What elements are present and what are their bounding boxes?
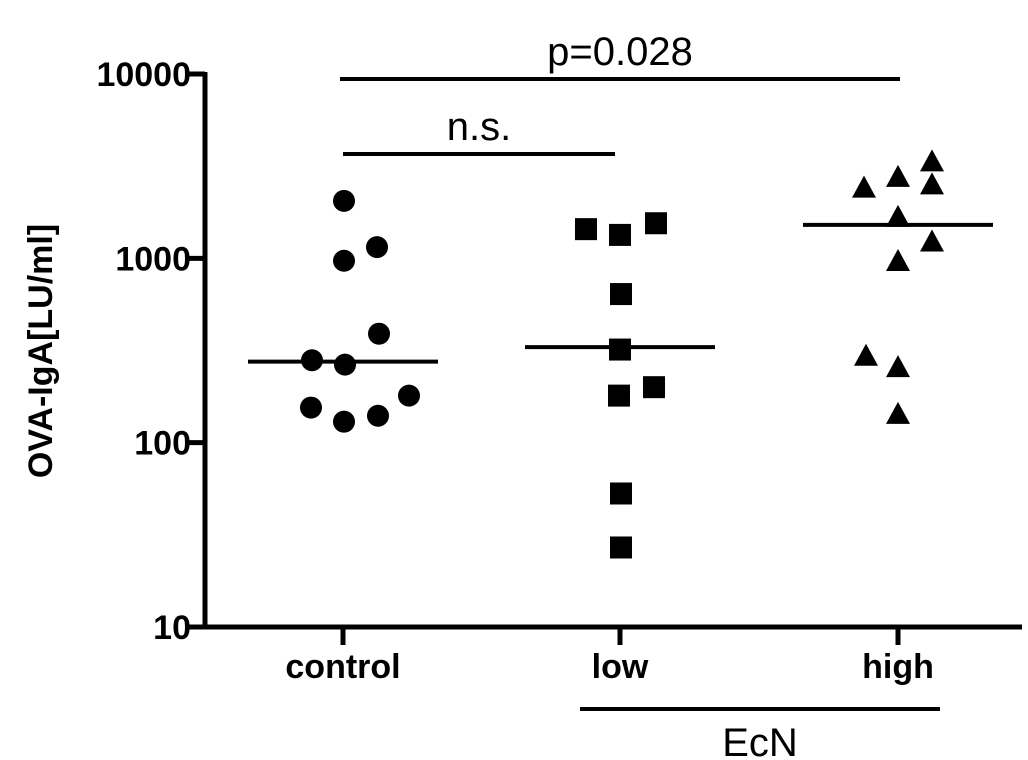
data-point-control <box>366 236 388 259</box>
data-point-high <box>886 248 910 271</box>
data-point-control <box>300 396 322 419</box>
data-point-control <box>333 410 355 433</box>
data-point-control <box>368 322 390 345</box>
median-lines <box>248 222 993 364</box>
y-axis-label: OVA-IgA[LU/ml] <box>22 224 60 478</box>
data-point-control <box>334 353 356 376</box>
data-point-high <box>854 343 878 366</box>
data-point-high <box>886 164 910 187</box>
data-point-low <box>610 536 632 559</box>
data-point-control <box>398 384 420 407</box>
x-ticks: control low high <box>285 627 934 686</box>
x-tick-label: control <box>285 648 400 686</box>
x-tick-label: low <box>592 648 649 686</box>
data-point-high <box>920 149 944 172</box>
data-point-high <box>920 172 944 195</box>
data-point-high <box>852 175 876 198</box>
y-tick-label: 1000 <box>115 240 191 278</box>
data-point-low <box>643 376 665 399</box>
y-tick-label: 10 <box>153 609 191 647</box>
data-point-low <box>609 223 631 246</box>
data-point-low <box>610 283 632 306</box>
data-point-low <box>575 218 597 241</box>
data-points <box>300 149 944 559</box>
data-point-low <box>610 482 632 505</box>
data-point-high <box>886 401 910 424</box>
data-point-control <box>333 189 355 212</box>
group-label: EcN <box>722 721 798 760</box>
significance-label: p=0.028 <box>547 30 693 74</box>
y-tick-label: 10000 <box>96 56 191 94</box>
y-tick-label: 100 <box>134 425 191 463</box>
data-point-low <box>608 384 630 407</box>
data-point-control <box>333 249 355 272</box>
x-tick-label: high <box>862 648 934 686</box>
data-point-high <box>920 229 944 252</box>
data-point-high <box>886 204 910 227</box>
significance-label: n.s. <box>447 105 511 149</box>
annotations: n.s. p=0.028 EcN <box>340 30 940 760</box>
y-ticks: 10 100 1000 10000 <box>96 56 205 647</box>
data-point-low <box>609 338 631 361</box>
data-point-high <box>886 355 910 378</box>
axes <box>202 72 1022 630</box>
data-point-low <box>645 212 667 235</box>
data-point-control <box>367 404 389 427</box>
